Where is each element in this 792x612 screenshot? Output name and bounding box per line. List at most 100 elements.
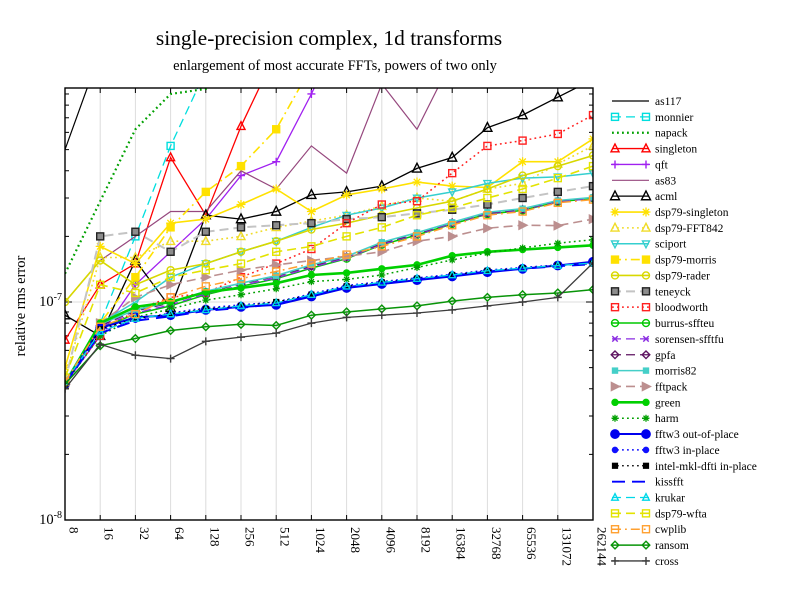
legend-item-qft: qft [611, 159, 669, 171]
legend-label: intel-mkl-dfti in-place [655, 461, 757, 473]
legend-label: harm [655, 413, 679, 425]
series-line [65, 197, 593, 385]
series-as83 [65, 88, 439, 303]
series-dsp79-rader [65, 151, 593, 307]
legend-item-dsp79-singleton: dsp79-singleton [610, 207, 729, 219]
legend-item-bloodworth: bloodworth [610, 302, 708, 314]
legend-label: sciport [655, 239, 687, 251]
legend-label: kissfft [655, 477, 684, 489]
series-line [65, 198, 593, 383]
legend-item-morris82: morris82 [611, 366, 697, 378]
legend-item-napack: napack [612, 128, 688, 140]
series-ransom [65, 284, 593, 389]
series-line [65, 88, 260, 341]
legend-item-ransom: ransom [610, 540, 689, 552]
x-tick-labels: 8 16 32 64 128 256 512 1024 2048 4096 8192 16384 327… [67, 527, 610, 567]
series-line [65, 154, 593, 303]
legend-label: cross [655, 556, 679, 568]
series-line [65, 262, 593, 383]
legend-label: burrus-sffteu [655, 318, 714, 330]
y-tick-label-1e-8: 10-8 [39, 510, 62, 528]
legend-item-teneyck: teneyck [610, 286, 691, 298]
series-kissfft [65, 263, 593, 385]
series-line [65, 88, 578, 337]
legend-label: qft [655, 159, 669, 171]
legend-item-fftw3-in-place: fftw3 in-place [611, 445, 720, 457]
legend-item-cross: cross [611, 556, 679, 568]
x-tick-label: 131072 [559, 527, 574, 566]
legend-label: gpfa [655, 350, 675, 362]
series-line [65, 238, 593, 385]
x-tick-label: 2048 [348, 527, 363, 553]
legend-item-kissfft: kissfft [612, 477, 684, 489]
series-line [65, 114, 593, 383]
x-tick-label: 1024 [313, 527, 328, 554]
legend-item-acml: acml [609, 189, 677, 203]
gridlines [65, 88, 593, 520]
legend-item-krukar: krukar [610, 492, 685, 505]
legend-label: dsp79-morris [655, 255, 717, 267]
series-line [65, 172, 593, 383]
legend-label: as117 [655, 96, 682, 108]
legend-label: acml [655, 191, 677, 203]
series-line [65, 88, 439, 303]
legend-item-fftpack: fftpack [610, 381, 688, 393]
legend-item-dsp79-morris: dsp79-morris [610, 255, 717, 267]
legend-item-burrus-sffteu: burrus-sffteu [610, 318, 714, 330]
series-singleton [65, 88, 260, 344]
chart-subtitle: enlargement of most accurate FFTs, power… [173, 58, 497, 74]
legend-item-sorensen-sfftfu: sorensen-sfftfu [611, 334, 724, 346]
legend-item-intel-mkl-dfti-in-place: intel-mkl-dfti in-place [611, 461, 757, 473]
legend-label: bloodworth [655, 302, 708, 314]
x-tick-label: 256 [243, 527, 258, 547]
series-line [65, 88, 199, 383]
series-fftw3-in-place [65, 260, 593, 388]
legend-label: fftw3 in-place [655, 445, 720, 457]
series-area [65, 88, 593, 393]
series-line [65, 262, 593, 390]
x-tick-label: 65536 [524, 527, 539, 560]
legend-item-cwplib: cwplib [610, 524, 687, 536]
x-tick-label: 8192 [419, 527, 434, 553]
legend-item-gpfa: gpfa [610, 350, 675, 362]
legend-label: as83 [655, 175, 676, 187]
series-line [65, 88, 315, 385]
legend-label: napack [655, 128, 688, 140]
legend: as117 monnier napack singleton qft as83 acml ds… [609, 96, 757, 568]
series-dsp79-wfta [65, 161, 593, 382]
legend-item-dsp79-FFT842: dsp79-FFT842 [609, 221, 724, 235]
legend-label: dsp79-FFT842 [655, 223, 724, 235]
x-tick-label: 262144 [595, 527, 610, 567]
y-tick-label-1e-7: 10-7 [39, 292, 62, 310]
series-line [65, 165, 593, 378]
series-line [65, 88, 301, 385]
legend-item-monnier: monnier [610, 112, 693, 124]
series-intel-mkl-dfti-in-place [65, 260, 593, 388]
legend-item-dsp79-rader: dsp79-rader [610, 270, 710, 282]
legend-label: green [655, 397, 681, 409]
legend-label: ransom [655, 540, 689, 552]
series-line [65, 288, 593, 385]
legend-label: monnier [655, 112, 693, 124]
legend-item-as83: as83 [612, 175, 676, 187]
x-tick-label: 32 [137, 527, 152, 540]
legend-item-green: green [611, 397, 681, 409]
legend-label: singleton [655, 144, 697, 156]
legend-label: dsp79-wfta [655, 508, 707, 520]
series-teneyck [65, 181, 593, 387]
x-tick-label: 64 [172, 527, 187, 541]
legend-item-dsp79-wfta: dsp79-wfta [610, 508, 707, 520]
legend-label: teneyck [655, 286, 691, 298]
legend-item-sciport: sciport [610, 239, 687, 251]
legend-label: krukar [655, 493, 685, 505]
legend-label: morris82 [655, 366, 697, 378]
x-tick-label: 128 [207, 527, 222, 547]
legend-label: dsp79-singleton [655, 207, 729, 219]
x-tick-label: 8 [67, 527, 82, 534]
series-fftw3-out-of-place [65, 256, 593, 390]
legend-label: sorensen-sfftfu [655, 334, 724, 346]
legend-item-fftw3-out-of-place: fftw3 out-of-place [610, 429, 739, 441]
x-tick-label: 512 [278, 527, 293, 547]
series-line [65, 263, 593, 385]
